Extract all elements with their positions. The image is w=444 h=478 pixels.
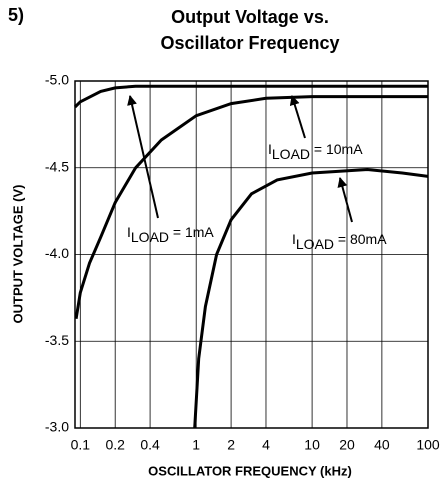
y-tick-label: -3.0 — [45, 419, 69, 435]
annotation-subscript: LOAD — [131, 229, 169, 245]
y-tick-label: -4.0 — [45, 245, 69, 261]
annotation-subscript: LOAD — [296, 236, 334, 252]
x-tick-label: 20 — [339, 437, 355, 453]
line-series — [74, 95, 428, 319]
chart-subtitle: Oscillator Frequency — [160, 33, 339, 53]
x-tick-label: 10 — [304, 437, 320, 453]
x-tick-label: 100 — [416, 437, 440, 453]
x-tick-label: 0.1 — [71, 437, 91, 453]
annotation-suffix: = 80mA — [334, 231, 387, 247]
y-tick-label: -4.5 — [45, 158, 69, 174]
y-tick-label: -5.0 — [45, 72, 69, 88]
annotation-suffix: = 10mA — [310, 141, 363, 157]
x-tick-label: 0.2 — [105, 437, 125, 453]
x-tick-label: 2 — [227, 437, 235, 453]
annotation-prefix: I — [268, 141, 272, 157]
annotation-prefix: I — [292, 231, 296, 247]
y-axis-label: OUTPUT VOLTAGE (V) — [10, 185, 25, 324]
y-tick-label: -3.5 — [45, 332, 69, 348]
x-tick-label: 40 — [374, 437, 390, 453]
x-axis-label: OSCILLATOR FREQUENCY (kHz) — [148, 463, 352, 478]
arrow — [337, 177, 353, 223]
annotation-subscript: LOAD — [272, 146, 310, 162]
x-tick-label: 1 — [192, 437, 200, 453]
annotation-suffix: = 1mA — [169, 224, 214, 240]
chart-title: Output Voltage vs. — [171, 7, 329, 27]
x-tick-label: 4 — [262, 437, 270, 453]
annotation: ILOAD = 80mA — [292, 231, 387, 252]
line-series — [73, 84, 428, 109]
arrow — [289, 95, 306, 139]
annotation: ILOAD = 1mA — [127, 224, 214, 245]
annotation: ILOAD = 10mA — [268, 141, 363, 162]
x-tick-label: 0.4 — [140, 437, 160, 453]
chart-number: 5) — [8, 5, 24, 25]
line-series — [193, 167, 429, 429]
annotation-prefix: I — [127, 224, 131, 240]
